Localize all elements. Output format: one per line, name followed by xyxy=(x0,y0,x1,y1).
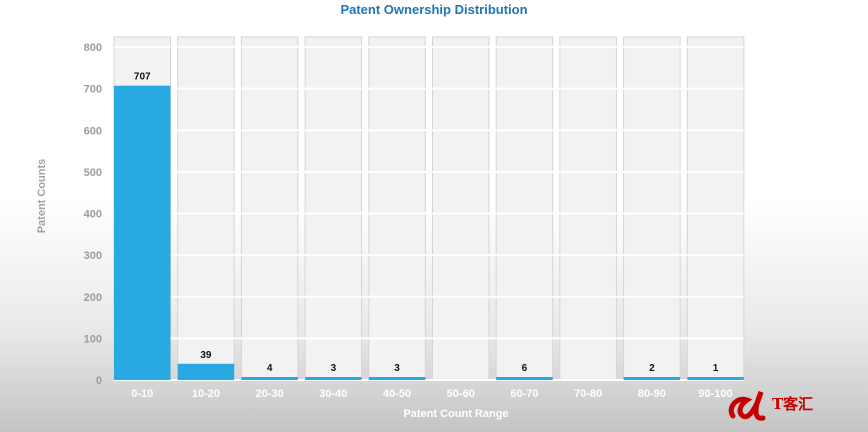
bars xyxy=(114,85,744,381)
x-tick-label: 60-70 xyxy=(510,388,538,400)
data-label: 39 xyxy=(200,350,212,361)
x-axis-title: Patent Count Range xyxy=(403,408,508,420)
x-tick-label: 70-80 xyxy=(574,388,602,400)
data-label: 2 xyxy=(649,363,655,374)
watermark-text: T客汇 xyxy=(772,395,814,413)
x-tick-label: 10-20 xyxy=(192,388,220,400)
bar xyxy=(496,377,553,380)
column-panels xyxy=(113,36,745,381)
x-tick-label: 40-50 xyxy=(383,388,411,400)
data-label: 1 xyxy=(713,363,719,374)
y-tick-labels: 0 100 200 300 400 500 600 700 800 xyxy=(84,42,102,387)
x-tick-labels: 0-10 10-20 20-30 30-40 40-50 50-60 60-70 70-80 8… xyxy=(131,388,732,400)
y-tick-label: 800 xyxy=(84,42,102,54)
column-panel xyxy=(304,36,363,381)
x-tick-label: 50-60 xyxy=(447,388,475,400)
x-tick-label: 90-100 xyxy=(698,388,732,400)
data-label: 3 xyxy=(394,363,400,374)
bar xyxy=(368,377,426,380)
y-tick-label: 500 xyxy=(84,167,102,179)
column-panel xyxy=(368,36,426,381)
data-label: 6 xyxy=(522,363,528,374)
column-panel xyxy=(432,36,490,381)
y-tick-label: 200 xyxy=(84,292,102,304)
bar xyxy=(623,377,681,380)
y-tick-label: 0 xyxy=(96,375,102,387)
data-label: 4 xyxy=(267,363,273,374)
y-tick-label: 100 xyxy=(84,333,102,345)
dl-logo-icon xyxy=(728,391,766,421)
y-tick-label: 400 xyxy=(84,209,102,221)
data-label: 707 xyxy=(134,72,151,83)
x-tick-label: 0-10 xyxy=(131,388,153,400)
data-labels: 707 39 4 3 3 6 2 1 xyxy=(134,72,719,374)
y-tick-label: 300 xyxy=(84,250,102,262)
bar xyxy=(305,377,362,380)
y-tick-label: 600 xyxy=(84,125,102,137)
column-panel xyxy=(623,36,681,381)
bar xyxy=(114,85,171,381)
x-tick-label: 80-90 xyxy=(638,388,666,400)
bar xyxy=(241,377,298,380)
chart-title: Patent Ownership Distribution xyxy=(340,2,528,17)
bar xyxy=(687,377,744,380)
y-tick-label: 700 xyxy=(84,84,102,96)
column-panel xyxy=(559,36,617,381)
x-tick-label: 20-30 xyxy=(256,388,284,400)
data-label: 3 xyxy=(331,363,337,374)
column-panel xyxy=(495,36,554,381)
x-tick-label: 30-40 xyxy=(319,388,347,400)
y-axis-title: Patent Counts xyxy=(36,159,48,234)
column-panel xyxy=(240,36,299,381)
bar xyxy=(177,363,235,380)
